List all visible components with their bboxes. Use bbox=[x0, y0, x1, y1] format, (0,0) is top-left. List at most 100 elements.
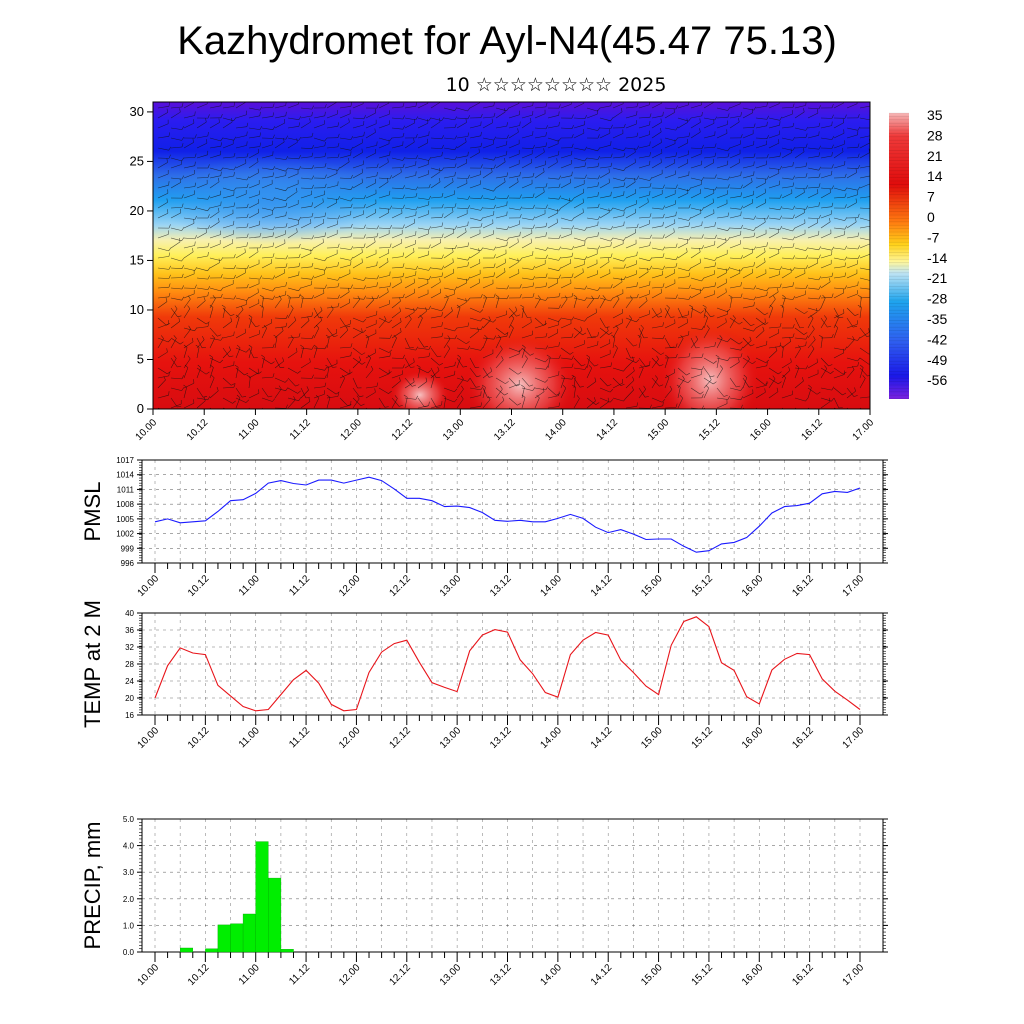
wind-barb bbox=[703, 274, 715, 279]
wind-barb-flag bbox=[286, 294, 291, 298]
wind-barb bbox=[404, 196, 416, 199]
wind-barb bbox=[482, 283, 494, 289]
wind-barb bbox=[508, 143, 520, 149]
wind-barb bbox=[209, 194, 221, 199]
y-tick-label: 0 bbox=[137, 401, 144, 416]
wind-barb bbox=[560, 247, 572, 250]
wind-barb bbox=[157, 394, 169, 399]
wind-barb bbox=[833, 151, 844, 159]
wind-barb-flag bbox=[660, 138, 662, 143]
wind-barb-flag bbox=[259, 275, 262, 280]
wind-barb-flag bbox=[636, 175, 640, 180]
wind-barb-flag bbox=[818, 307, 822, 312]
wind-barb-flag bbox=[428, 184, 431, 188]
wind-barb-flag bbox=[358, 356, 361, 361]
wind-barb bbox=[404, 397, 408, 409]
wind-barb bbox=[495, 215, 507, 219]
wind-barb-flag bbox=[714, 257, 718, 261]
wind-barb-flag bbox=[454, 156, 458, 161]
wind-barb-flag bbox=[298, 166, 302, 170]
wind-barb bbox=[703, 156, 715, 159]
wind-barb bbox=[534, 113, 546, 119]
wind-barb bbox=[664, 223, 676, 229]
wind-barb-flag bbox=[804, 311, 808, 314]
wind-barb bbox=[300, 194, 312, 199]
wind-barb bbox=[768, 217, 780, 220]
wind-barb bbox=[755, 307, 765, 316]
wind-barb-flag bbox=[309, 358, 311, 363]
wind-barb bbox=[482, 197, 494, 200]
wind-barb-flag bbox=[623, 257, 627, 262]
wind-barb bbox=[820, 263, 832, 269]
wind-barb-flag bbox=[857, 304, 862, 308]
wind-barb bbox=[690, 387, 701, 395]
wind-barb-flag bbox=[610, 117, 614, 121]
wind-barb-flag bbox=[387, 177, 389, 182]
wind-barb bbox=[183, 102, 194, 109]
wind-barb-flag bbox=[452, 258, 454, 263]
wind-barb bbox=[794, 111, 805, 119]
wind-barb-flag bbox=[558, 195, 562, 200]
wind-barb-flag bbox=[856, 413, 860, 415]
wind-barb-flag bbox=[545, 132, 547, 137]
wind-barb-flag bbox=[829, 277, 831, 282]
wind-barb bbox=[612, 133, 624, 139]
wind-barb bbox=[365, 145, 377, 149]
wind-barb-flag bbox=[272, 172, 274, 177]
wind-barb-flag bbox=[322, 198, 324, 203]
wind-barb bbox=[378, 227, 391, 229]
wind-barb bbox=[209, 154, 221, 159]
wind-barb bbox=[599, 317, 606, 328]
wind-barb bbox=[690, 177, 702, 181]
wind-barb bbox=[222, 187, 234, 192]
wind-barb bbox=[794, 367, 807, 370]
wind-barb bbox=[222, 267, 235, 270]
wind-barb-flag bbox=[283, 138, 285, 143]
wind-barb bbox=[495, 237, 507, 242]
wind-barb-flag bbox=[714, 174, 717, 179]
wind-barb bbox=[755, 202, 766, 209]
wind-barb-flag bbox=[517, 238, 519, 243]
wind-barb-flag bbox=[699, 288, 701, 293]
wind-barb-flag bbox=[725, 318, 727, 323]
wind-barb bbox=[586, 312, 597, 319]
wind-barb-flag bbox=[285, 387, 289, 391]
wind-barb-flag bbox=[700, 391, 704, 395]
wind-barb bbox=[261, 183, 273, 189]
wind-barb-flag bbox=[844, 256, 848, 261]
wind-barb bbox=[209, 221, 220, 229]
wind-barb-flag bbox=[571, 114, 574, 119]
wind-barb-flag bbox=[871, 193, 872, 197]
wind-barb bbox=[859, 237, 870, 241]
wind-barb-flag bbox=[666, 304, 670, 309]
wind-barb bbox=[300, 347, 312, 350]
wind-barb-flag bbox=[437, 355, 442, 358]
wind-barb bbox=[482, 143, 494, 149]
wind-barb-flag bbox=[298, 136, 302, 141]
wind-barb bbox=[157, 317, 167, 326]
wind-barb-flag bbox=[792, 136, 796, 141]
wind-barb bbox=[794, 294, 806, 299]
wind-barb-flag bbox=[686, 372, 691, 376]
wind-barb bbox=[183, 245, 195, 249]
wind-barb bbox=[456, 246, 468, 249]
wind-barb-flag bbox=[714, 262, 716, 267]
wind-barb-flag bbox=[375, 178, 377, 183]
wind-barb-flag bbox=[480, 164, 483, 169]
wind-barb bbox=[430, 226, 442, 229]
wind-barb-flag bbox=[441, 213, 444, 218]
wind-barb-flag bbox=[236, 394, 241, 398]
wind-barb-flag bbox=[649, 152, 651, 157]
wind-barb bbox=[716, 368, 723, 379]
wind-barb bbox=[170, 257, 182, 262]
wind-barb bbox=[300, 387, 307, 399]
wind-barb bbox=[326, 146, 338, 149]
wind-barb bbox=[261, 106, 274, 109]
wind-barb bbox=[326, 277, 338, 281]
wind-barb bbox=[248, 107, 260, 111]
wind-barb bbox=[638, 284, 650, 289]
wind-barb bbox=[690, 131, 701, 139]
wind-barb-flag bbox=[789, 337, 792, 342]
wind-barb bbox=[833, 133, 845, 139]
wind-barb bbox=[430, 397, 437, 408]
